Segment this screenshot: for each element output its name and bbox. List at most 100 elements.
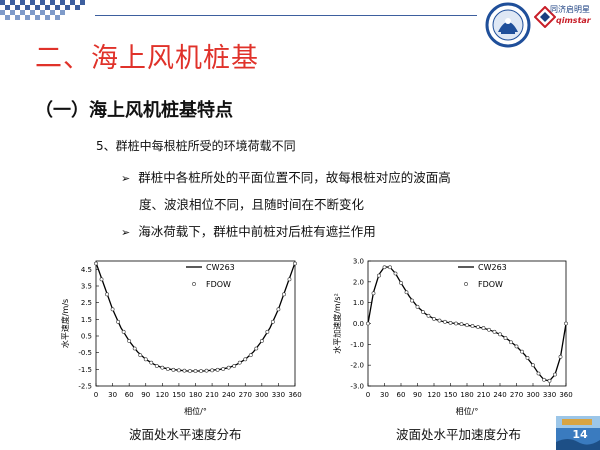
- checker-cell: [50, 10, 55, 15]
- checker-cell: [25, 15, 30, 20]
- checker-cell: [50, 0, 55, 5]
- series-point-fdow: [188, 369, 192, 373]
- series-point-fdow: [399, 280, 403, 285]
- y-tick-label: 1.0: [353, 299, 364, 307]
- checker-cell: [45, 15, 50, 20]
- series-point-fdow: [366, 321, 370, 326]
- series-point-fdow: [243, 357, 248, 362]
- bullet-text: 群桩中各桩所处的平面位置不同，故每根桩对应的波面高: [138, 170, 451, 185]
- series-point-fdow: [481, 326, 486, 330]
- series-point-fdow: [542, 377, 546, 382]
- x-tick-label: 300: [255, 391, 268, 399]
- series-point-fdow: [525, 355, 530, 360]
- checker-cell: [30, 10, 35, 15]
- series-point-fdow: [171, 367, 176, 372]
- series-point-fdow: [465, 323, 469, 328]
- x-tick-label: 270: [510, 391, 523, 399]
- series-point-fdow: [221, 367, 226, 371]
- x-tick-label: 330: [543, 391, 556, 399]
- series-point-fdow: [520, 349, 524, 354]
- header-divider: [95, 15, 477, 16]
- series-point-fdow: [536, 371, 541, 376]
- series-point-fdow: [404, 290, 409, 295]
- series-point-fdow: [459, 322, 464, 327]
- series-point-fdow: [132, 346, 137, 351]
- series-point-fdow: [127, 339, 132, 343]
- checker-cell: [35, 5, 40, 10]
- y-axis-label: 水平加速度/m/s²: [332, 293, 342, 354]
- series-point-fdow: [443, 319, 447, 324]
- series-point-fdow: [487, 327, 491, 332]
- brand-name-cn: 同济启明星: [550, 5, 590, 14]
- y-tick-label: 4.5: [81, 266, 92, 274]
- checker-cell: [5, 15, 10, 20]
- x-tick-label: 30: [380, 391, 389, 399]
- y-axis-label: 水平速度/m/s: [60, 299, 70, 348]
- series-point-fdow: [432, 317, 436, 321]
- acceleration-chart-svg: 0 30 60 90 120 150 180 210 240 270 300 330 360-3.0-2…: [332, 258, 573, 417]
- page-badge-graphic: 14: [556, 416, 600, 450]
- checker-cell: [10, 0, 15, 5]
- checker-cell: [15, 5, 20, 10]
- x-tick-label: 180: [189, 391, 202, 399]
- x-tick-label: 60: [125, 391, 134, 399]
- corner-checker-decoration: [0, 0, 85, 20]
- checker-cell: [75, 5, 80, 10]
- series-point-fdow: [509, 340, 513, 345]
- checker-cell: [55, 15, 60, 20]
- series-point-fdow: [204, 368, 209, 373]
- x-tick-label: 120: [427, 391, 440, 399]
- checker-cell: [10, 10, 15, 15]
- series-point-fdow: [454, 321, 458, 326]
- series-point-fdow: [377, 273, 381, 278]
- y-tick-label: -2.0: [350, 362, 364, 370]
- series-point-fdow: [149, 360, 154, 365]
- plot-frame: [95, 260, 296, 387]
- x-tick-label: 240: [222, 391, 235, 399]
- y-tick-label: -1.0: [350, 341, 364, 349]
- series-point-fdow: [248, 353, 253, 358]
- series-point-fdow: [498, 332, 502, 337]
- checker-cell: [25, 5, 30, 10]
- series-point-fdow: [470, 324, 475, 328]
- series-point-fdow: [437, 318, 442, 323]
- brand-diamond-icon: [534, 6, 556, 28]
- series-point-fdow: [232, 364, 237, 368]
- series-point-fdow: [199, 369, 203, 373]
- y-tick-label: 2.5: [81, 299, 92, 307]
- checker-cell: [60, 10, 65, 15]
- velocity-chart: 0 30 60 90 120 150 180 210 240 270 300 330 360 -2.5 -1…: [58, 250, 302, 425]
- legend-label: FDOW: [206, 280, 231, 289]
- x-tick-label: 300: [526, 391, 539, 399]
- checker-cell: [0, 10, 5, 15]
- checker-cell: [15, 15, 20, 20]
- velocity-chart-svg: 0 30 60 90 120 150 180 210 240 270 300 330 360 -2.5 -1…: [60, 260, 302, 416]
- checker-cell: [65, 5, 70, 10]
- y-tick-label: 0.5: [81, 333, 92, 341]
- page-number: 14: [572, 428, 588, 441]
- x-tick-label: 270: [239, 391, 252, 399]
- series-point-fdow: [215, 367, 220, 372]
- x-tick-label: 360: [288, 391, 301, 399]
- bullet-text: 度、波浪相位不同，且随时间在不断变化: [139, 197, 365, 212]
- series-point-fdow: [514, 344, 519, 349]
- series-point-fdow: [382, 265, 387, 270]
- y-tick-label: 2.0: [353, 278, 364, 286]
- y-tick-label: -0.5: [78, 349, 92, 357]
- checker-cell: [35, 15, 40, 20]
- checker-cell: [40, 0, 45, 5]
- x-tick-label: 150: [172, 391, 185, 399]
- x-tick-label: 360: [559, 391, 572, 399]
- point-heading: 5、群桩中每根桩所受的环境荷载不同: [96, 139, 296, 153]
- series-point-fdow: [138, 353, 143, 358]
- series-point-fdow: [99, 277, 104, 282]
- series-point-fdow: [105, 292, 109, 297]
- series-point-fdow: [259, 339, 264, 343]
- legend-marker-swatch: [464, 282, 468, 286]
- x-tick-label: 210: [477, 391, 490, 399]
- checker-cell: [5, 5, 10, 10]
- series-point-fdow: [503, 336, 508, 340]
- series-point-fdow: [265, 329, 270, 334]
- series-point-fdow: [388, 265, 392, 270]
- series-point-fdow: [154, 364, 159, 368]
